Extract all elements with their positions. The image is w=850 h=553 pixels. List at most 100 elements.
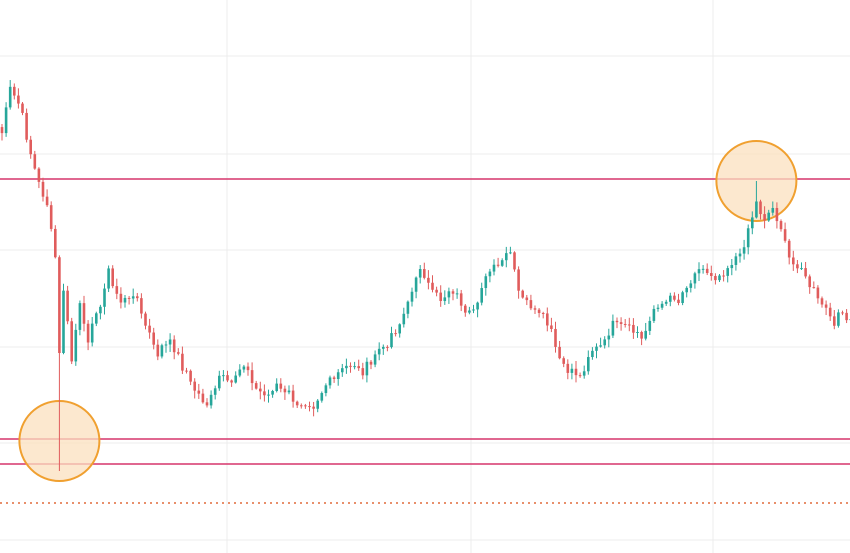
- candle-body: [250, 370, 254, 384]
- candle: [623, 319, 627, 328]
- candle-body: [472, 309, 475, 311]
- candle: [209, 390, 213, 409]
- candle: [431, 275, 434, 293]
- candle: [751, 211, 754, 235]
- candle-body: [833, 316, 836, 326]
- candle: [308, 401, 311, 412]
- candle: [800, 262, 803, 270]
- candle-body: [148, 325, 151, 333]
- candle-body: [144, 313, 147, 326]
- candle: [541, 311, 545, 319]
- candle-body: [505, 253, 508, 261]
- candle-body: [808, 276, 811, 288]
- candle-body: [312, 406, 315, 409]
- candle: [4, 102, 8, 137]
- candle-body: [58, 257, 61, 354]
- candle: [283, 385, 287, 400]
- candle: [287, 385, 291, 395]
- candle: [382, 344, 385, 355]
- candle-body: [86, 323, 90, 343]
- candle-body: [336, 372, 340, 380]
- candle-body: [316, 400, 319, 409]
- candle-body: [513, 252, 516, 270]
- candle: [554, 321, 557, 353]
- candle-body: [652, 308, 656, 321]
- candle: [242, 364, 246, 373]
- candle-body: [509, 252, 512, 254]
- candle-body: [582, 371, 586, 376]
- candle: [119, 287, 123, 309]
- candle: [99, 304, 102, 320]
- candle: [664, 299, 668, 306]
- candle-body: [320, 393, 324, 401]
- candle: [341, 363, 344, 377]
- candle: [447, 287, 451, 304]
- candle: [357, 359, 360, 371]
- candle-body: [677, 299, 680, 304]
- candle: [787, 238, 791, 265]
- candle-body: [357, 366, 360, 369]
- candle-body: [550, 325, 553, 329]
- candle-body: [685, 287, 688, 293]
- candle: [82, 295, 86, 332]
- candle-body: [537, 309, 541, 313]
- candle: [377, 342, 381, 361]
- candle-body: [324, 385, 328, 394]
- candle: [509, 246, 512, 255]
- candle-body: [476, 302, 479, 310]
- candle-body: [123, 297, 127, 303]
- candle-body: [201, 393, 205, 403]
- candle: [525, 294, 529, 306]
- candle: [816, 285, 820, 304]
- candle-body: [8, 86, 12, 108]
- candle: [537, 308, 541, 318]
- candle: [673, 292, 676, 302]
- candle-body: [771, 207, 775, 213]
- candle: [353, 361, 356, 370]
- candle-body: [205, 402, 209, 406]
- candle-body: [648, 320, 652, 331]
- candle: [78, 300, 82, 336]
- candle-body: [603, 339, 606, 346]
- candle: [611, 314, 615, 339]
- candle-body: [669, 295, 672, 302]
- candle: [123, 295, 127, 308]
- candle-body: [468, 310, 471, 313]
- candle-body: [279, 383, 283, 389]
- candle: [677, 293, 680, 306]
- candle: [738, 248, 742, 263]
- candle: [336, 369, 340, 386]
- candle-body: [45, 196, 49, 206]
- candle-body: [41, 181, 45, 197]
- candle: [152, 327, 155, 350]
- candle: [246, 362, 250, 376]
- candle-body: [365, 361, 369, 376]
- candle: [451, 289, 455, 301]
- candle: [636, 326, 639, 338]
- candle-body: [107, 268, 110, 289]
- candle: [533, 305, 537, 315]
- candle: [828, 302, 832, 321]
- candle: [49, 201, 53, 232]
- candle-body: [242, 366, 246, 370]
- candle-body: [127, 297, 131, 299]
- candle: [529, 294, 533, 311]
- candle-body: [17, 95, 20, 104]
- candle: [763, 206, 766, 229]
- candle: [115, 278, 119, 300]
- candle: [164, 340, 168, 353]
- candle-body: [246, 366, 250, 371]
- candle: [648, 316, 652, 335]
- candle: [722, 270, 725, 282]
- candle-body: [451, 291, 455, 294]
- candle: [373, 350, 377, 368]
- candle-body: [197, 390, 201, 394]
- candle: [591, 347, 594, 360]
- candle: [464, 304, 467, 317]
- candle: [693, 271, 697, 289]
- candle: [70, 317, 73, 365]
- candle: [406, 300, 410, 319]
- candle-body: [644, 330, 647, 339]
